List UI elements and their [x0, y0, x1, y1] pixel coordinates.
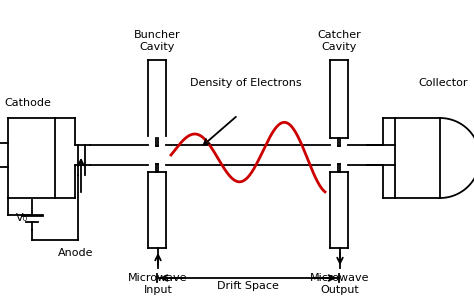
- Text: Cathode: Cathode: [5, 98, 52, 108]
- Text: Drift Space: Drift Space: [217, 281, 279, 291]
- Text: V₀: V₀: [16, 213, 28, 223]
- Text: Anode: Anode: [58, 248, 94, 258]
- Text: Density of Electrons: Density of Electrons: [190, 78, 302, 88]
- Text: Microwave
Output: Microwave Output: [310, 273, 370, 295]
- Text: Buncher
Cavity: Buncher Cavity: [134, 31, 180, 52]
- Text: Collector: Collector: [418, 78, 468, 88]
- Text: Catcher
Cavity: Catcher Cavity: [317, 31, 361, 52]
- Text: Microwave
Input: Microwave Input: [128, 273, 188, 295]
